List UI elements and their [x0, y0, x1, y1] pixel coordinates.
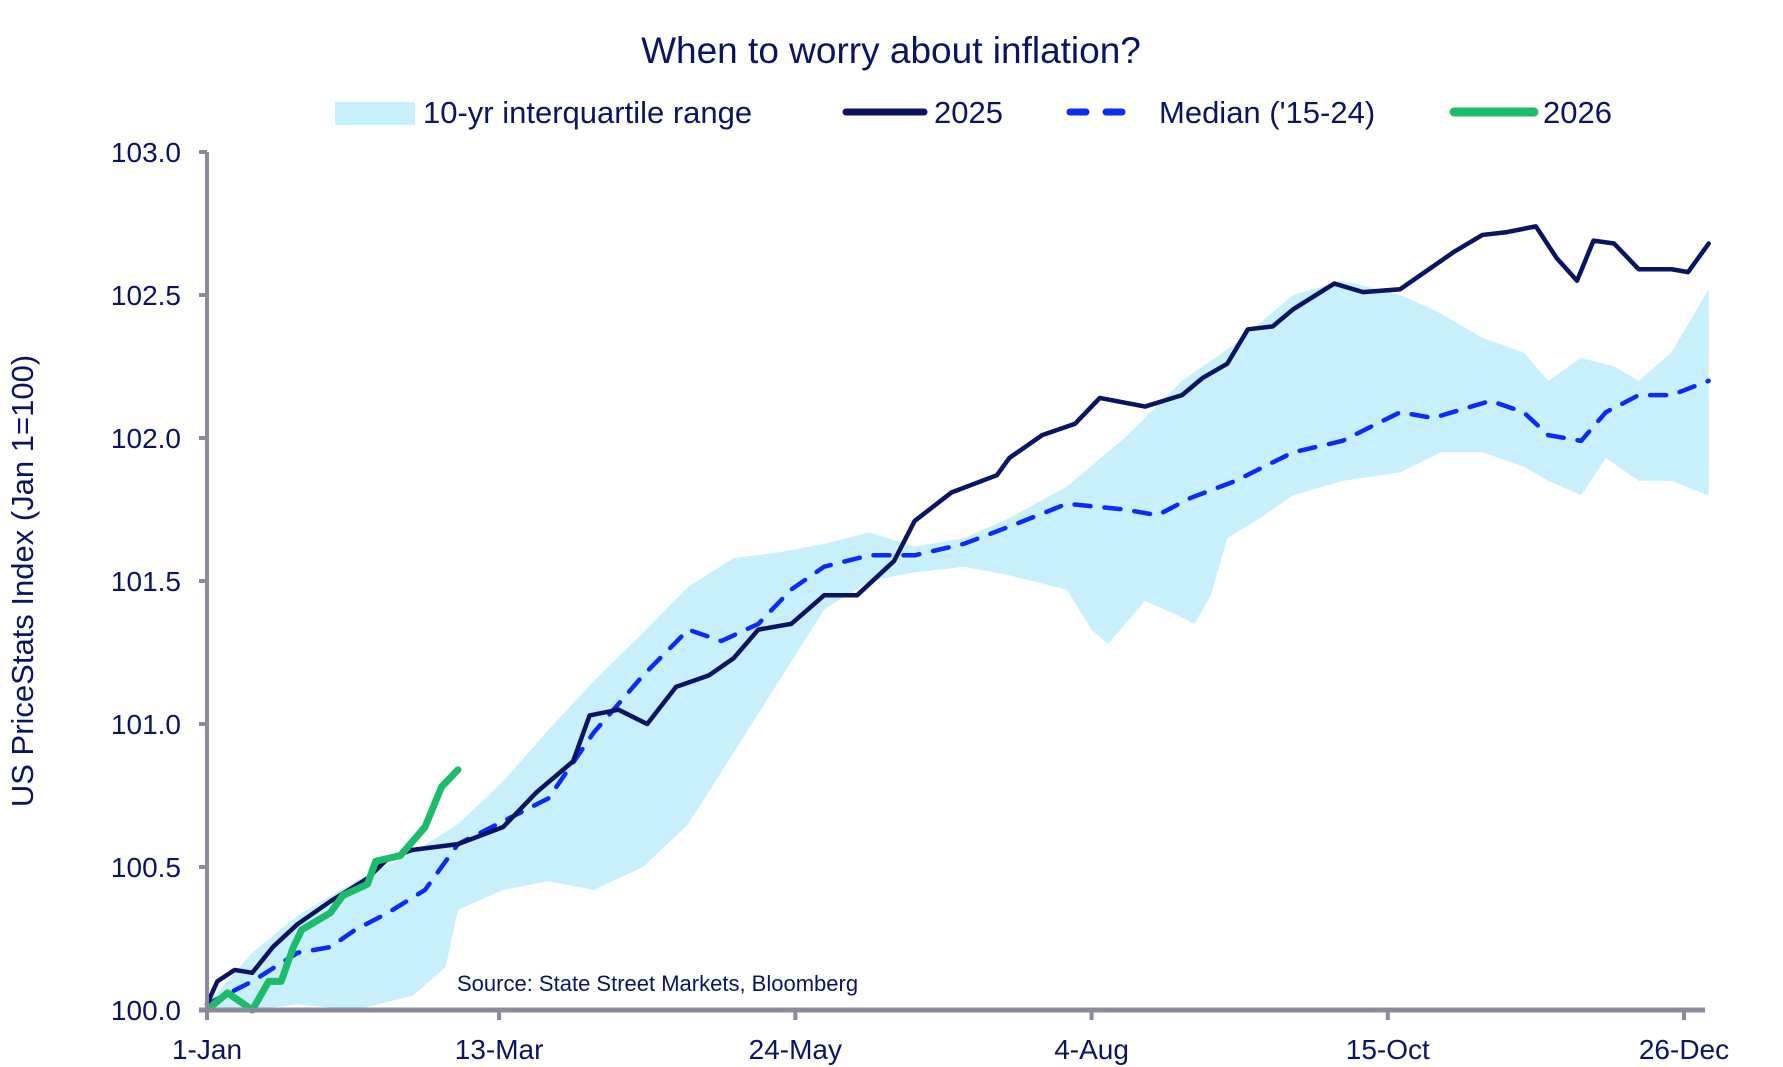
- y-tick-label: 102.5: [111, 280, 181, 311]
- x-tick-label: 13-Mar: [455, 1034, 544, 1065]
- y-tick-label: 101.0: [111, 709, 181, 740]
- legend-swatch-band: [335, 102, 415, 125]
- axes: 100.0 100.5 101.0 101.5 102.0 102.5 103.0 1-Jan…: [111, 137, 1729, 1065]
- legend-label-band: 10-yr interquartile range: [423, 95, 752, 130]
- legend-label-2025: 2025: [934, 95, 1003, 130]
- legend-label-2026: 2026: [1543, 95, 1612, 130]
- y-tick-label: 101.5: [111, 566, 181, 597]
- chart-title: When to worry about inflation?: [641, 30, 1141, 71]
- x-tick-label: 24-May: [749, 1034, 842, 1065]
- y-tick-label: 102.0: [111, 423, 181, 454]
- source-note: Source: State Street Markets, Bloomberg: [457, 971, 858, 996]
- y-tick-label: 103.0: [111, 137, 181, 168]
- x-tick-label: 15-Oct: [1346, 1034, 1430, 1065]
- iqr-band: [207, 280, 1709, 1010]
- series-median: [204, 378, 1711, 1007]
- y-tick-label: 100.5: [111, 852, 181, 883]
- legend: 10-yr interquartile range 2025 Median ('…: [335, 95, 1612, 130]
- series-2025: [204, 224, 1711, 1007]
- y-tick-label: 100.0: [111, 995, 181, 1026]
- plot-area: [203, 224, 1711, 1014]
- series-2026: [203, 766, 462, 1014]
- x-tick-label: 1-Jan: [172, 1034, 242, 1065]
- y-axis-label: US PriceStats Index (Jan 1=100): [5, 355, 40, 807]
- x-tick-label: 26-Dec: [1639, 1034, 1729, 1065]
- x-tick-label: 4-Aug: [1054, 1034, 1129, 1065]
- legend-label-median: Median ('15-24): [1159, 95, 1375, 130]
